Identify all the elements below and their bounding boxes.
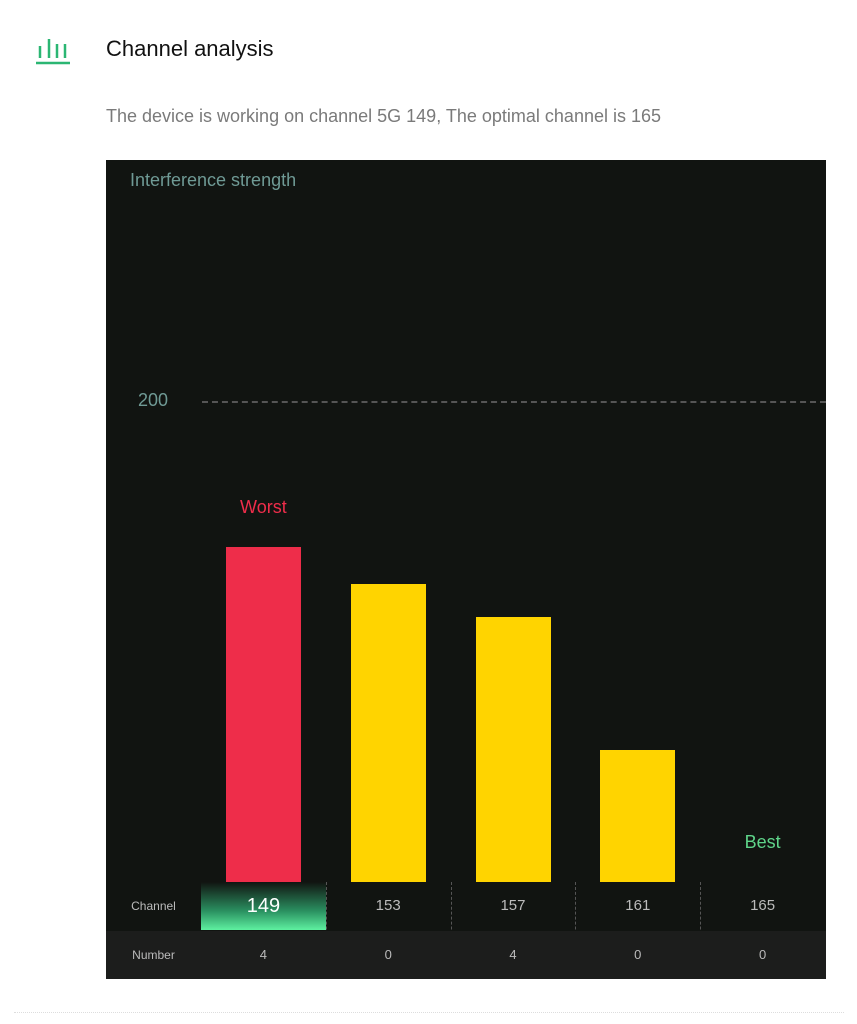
bar-157 <box>475 617 551 882</box>
divider <box>14 1012 844 1013</box>
channel-chart: Interference strength 200 Worst Best Chann… <box>106 160 826 979</box>
column-separator <box>575 882 577 979</box>
channel-label-157: 157 <box>500 897 526 914</box>
bar-149 <box>225 547 301 882</box>
column-separator <box>325 882 327 979</box>
channel-row-label: Channel <box>131 899 176 913</box>
number-row-label: Number <box>132 948 175 962</box>
number-row: Number 4 0 4 0 0 <box>106 931 826 979</box>
channel-label-165: 165 <box>750 897 776 914</box>
number-value: 4 <box>509 947 517 962</box>
y-tick-label: 200 <box>138 389 169 410</box>
channel-summary: The device is working on channel 5G 149,… <box>106 106 662 126</box>
column-separator <box>201 882 202 979</box>
channel-label-149: 149 <box>201 882 326 930</box>
gridline <box>202 400 826 403</box>
bar-chart-icon <box>36 36 70 66</box>
worst-label: Worst <box>240 497 287 518</box>
channel-label-161: 161 <box>625 897 651 914</box>
column-separator <box>700 882 702 979</box>
best-label: Best <box>744 832 781 852</box>
channel-row: Channel 149 153 157 161 165 <box>106 882 826 930</box>
channel-label-153: 153 <box>375 897 401 914</box>
number-value: 4 <box>259 947 268 962</box>
number-value: 0 <box>634 947 642 962</box>
column-separator <box>450 882 452 979</box>
number-value: 0 <box>758 947 767 962</box>
page-title: Channel analysis <box>106 36 274 61</box>
bar-153 <box>350 583 426 882</box>
y-axis-label: Interference strength <box>130 170 297 190</box>
bar-161 <box>600 749 676 882</box>
number-value: 0 <box>384 947 392 962</box>
